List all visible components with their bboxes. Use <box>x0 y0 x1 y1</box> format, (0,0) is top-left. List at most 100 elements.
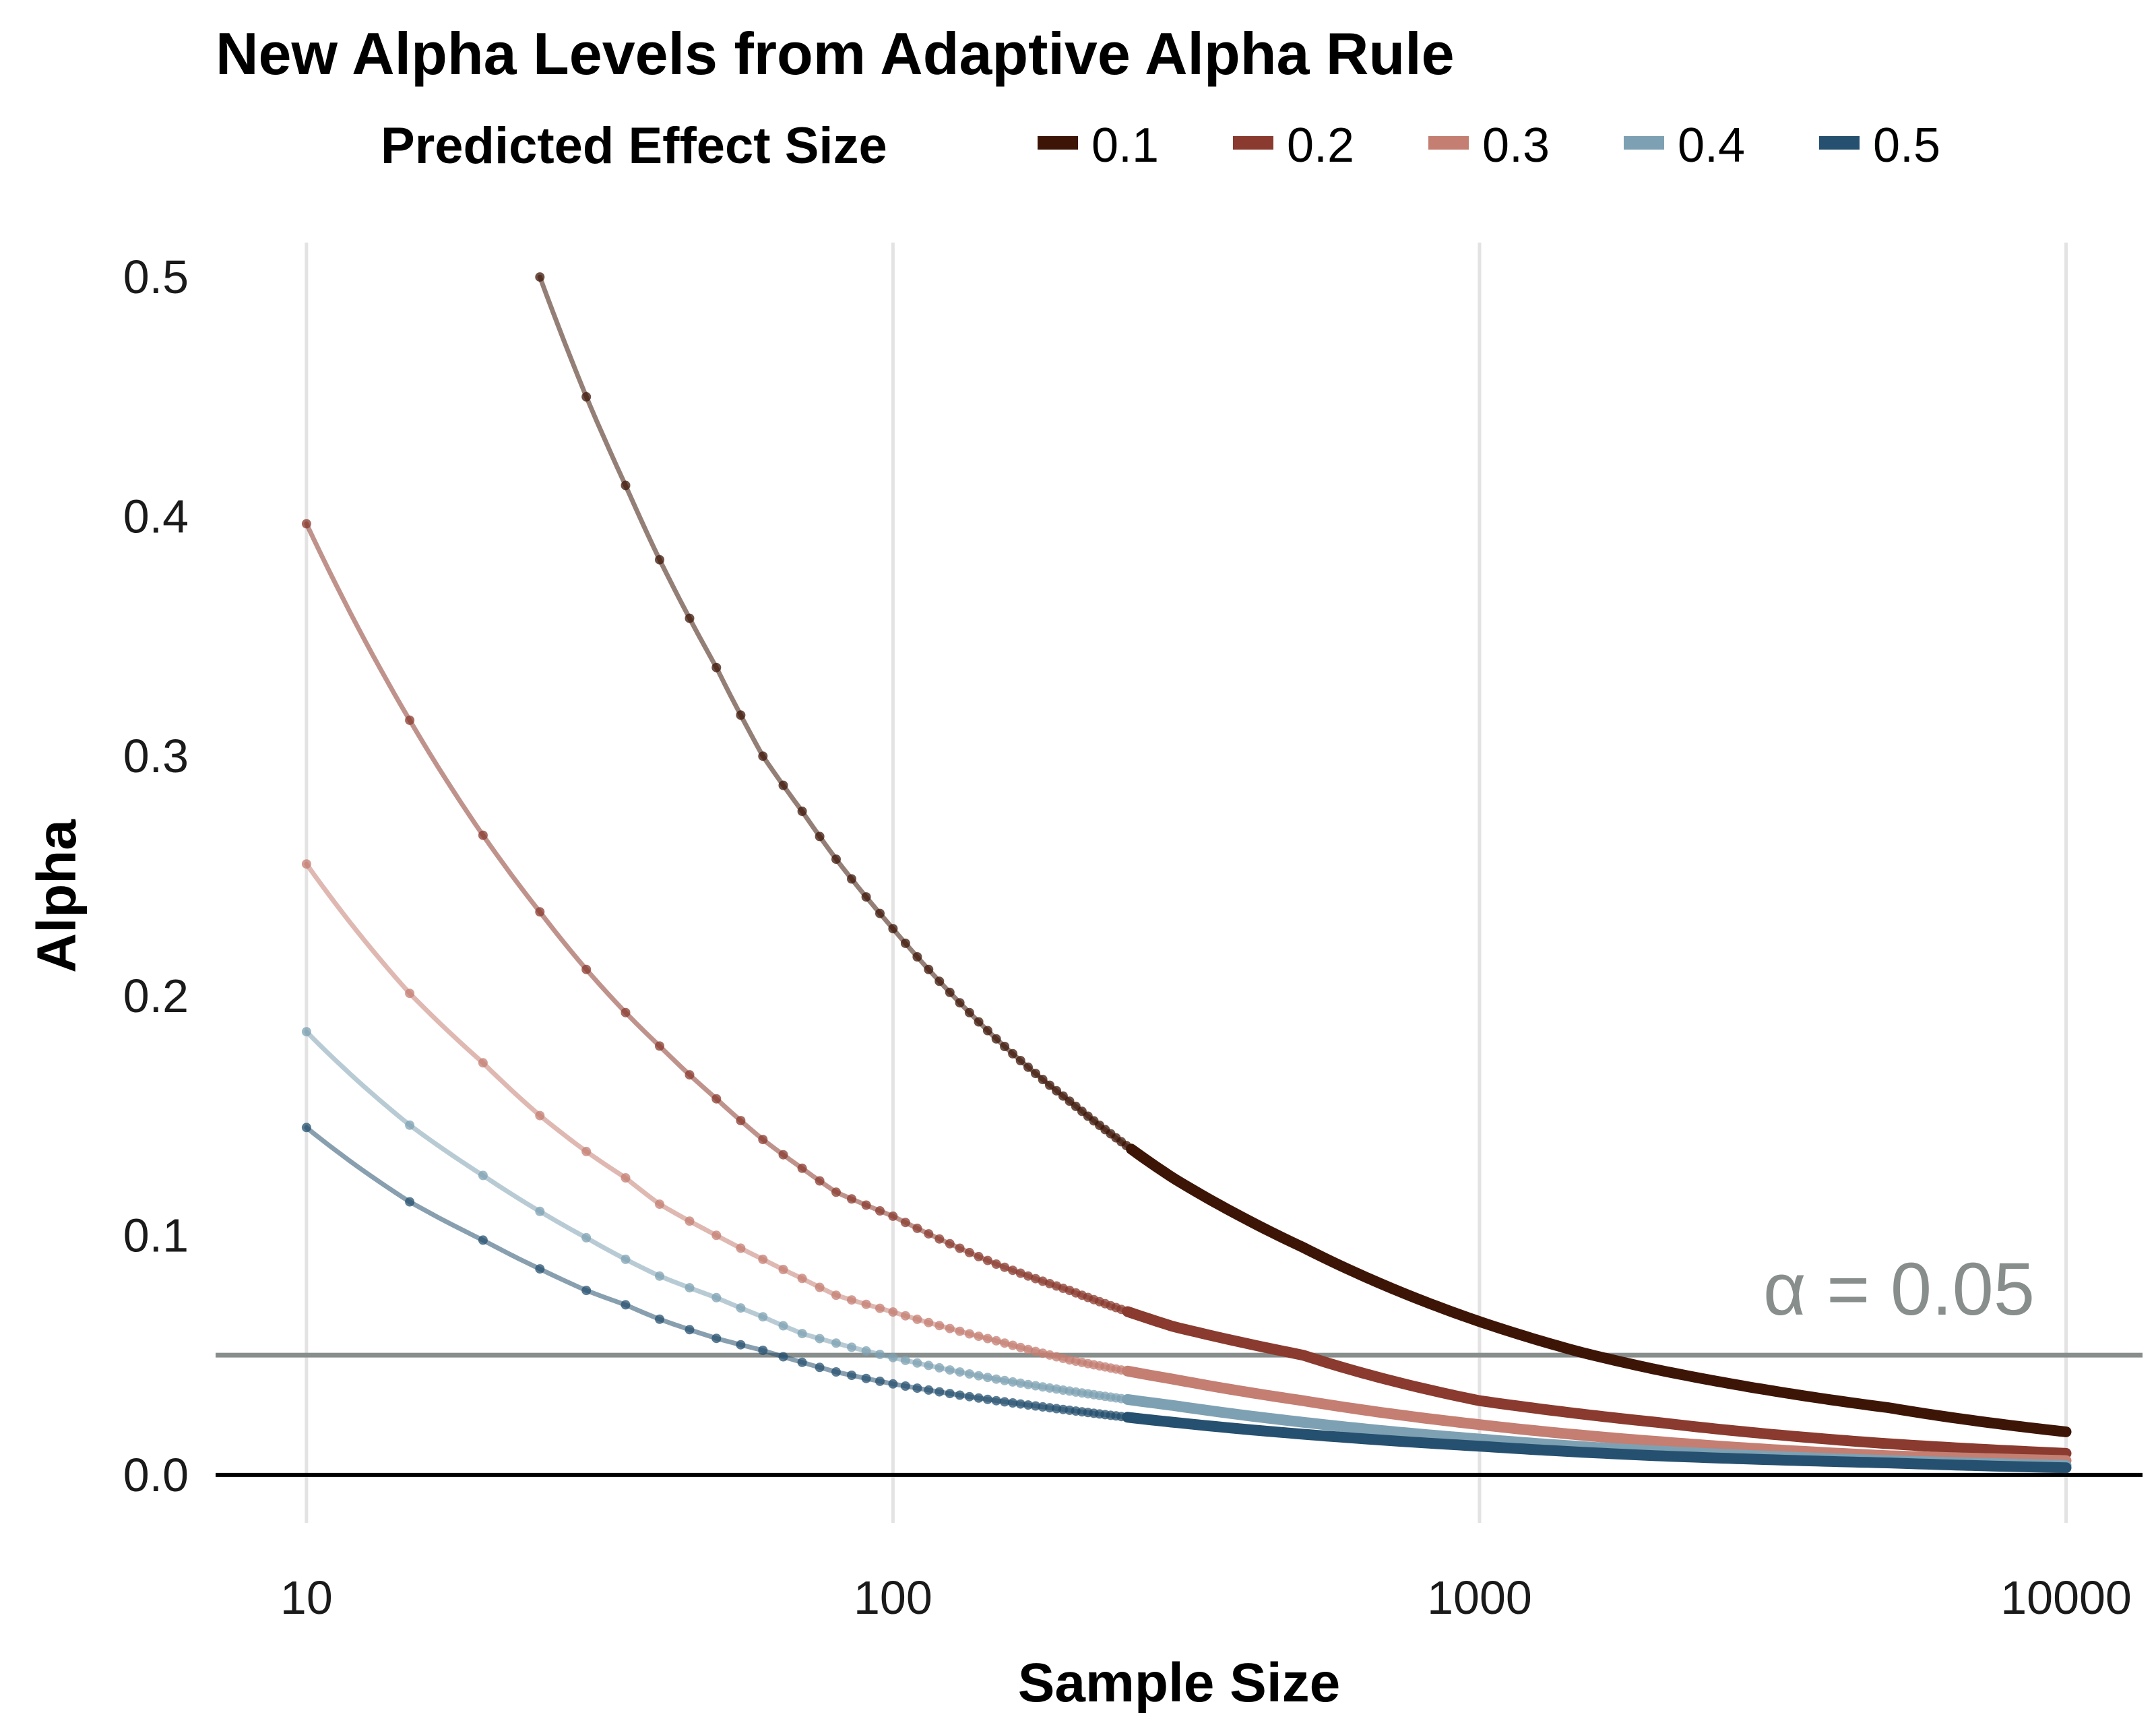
data-point <box>815 1334 825 1344</box>
data-point <box>991 1374 1001 1384</box>
data-point <box>991 1336 1001 1346</box>
data-point <box>1000 1375 1010 1385</box>
data-point <box>945 1389 955 1399</box>
data-point <box>1000 1338 1010 1348</box>
y-tick-label: 0.3 <box>123 730 189 782</box>
data-point <box>875 1206 885 1216</box>
data-point <box>478 1058 488 1068</box>
y-tick-label: 0.0 <box>123 1449 189 1501</box>
data-point <box>736 1116 746 1126</box>
data-point <box>912 952 922 962</box>
legend-item-0.3: 0.3 <box>1428 119 1550 172</box>
data-point <box>758 1135 768 1145</box>
data-point <box>1031 1346 1040 1356</box>
data-point <box>875 1350 885 1359</box>
data-point <box>1065 1096 1075 1106</box>
data-point <box>1015 1378 1025 1388</box>
data-point <box>1015 1342 1025 1352</box>
data-point <box>405 715 415 725</box>
data-point <box>1052 1086 1062 1096</box>
data-point <box>301 1027 311 1037</box>
data-point <box>815 1176 825 1186</box>
data-point <box>974 1331 984 1342</box>
data-point <box>982 1255 992 1265</box>
data-point <box>1031 1274 1040 1284</box>
data-point <box>758 1312 768 1322</box>
legend-label: 0.5 <box>1873 119 1940 172</box>
data-point <box>797 1357 807 1367</box>
data-point <box>778 1265 788 1274</box>
data-point <box>405 989 415 999</box>
data-point <box>888 1307 898 1317</box>
data-point <box>778 1352 788 1362</box>
data-point <box>955 998 965 1008</box>
data-point <box>934 976 945 986</box>
data-point <box>815 1282 825 1292</box>
data-point <box>535 1264 545 1274</box>
alpha-reference-label: α = 0.05 <box>1763 1248 2035 1331</box>
y-tick-label: 0.2 <box>123 970 189 1022</box>
data-point <box>982 1373 992 1383</box>
data-point <box>301 1123 311 1133</box>
data-point <box>934 1387 945 1397</box>
legend-label: 0.1 <box>1091 119 1159 172</box>
series-layer <box>301 272 2072 1474</box>
data-point <box>945 1365 955 1375</box>
data-point <box>900 1355 910 1365</box>
data-point <box>1008 1265 1018 1276</box>
legend-item-0.2: 0.2 <box>1233 119 1354 172</box>
y-tick-label: 0.1 <box>123 1209 189 1261</box>
data-point <box>478 1235 488 1245</box>
legend-title: Predicted Effect Size <box>381 117 887 175</box>
x-tick-label: 10000 <box>2000 1571 2132 1624</box>
data-point <box>1023 1379 1033 1389</box>
data-point <box>945 987 955 997</box>
data-point <box>1038 1075 1048 1084</box>
data-point <box>1045 1080 1054 1090</box>
data-point <box>831 1367 841 1377</box>
data-point <box>758 1254 768 1264</box>
data-point <box>1015 1056 1025 1065</box>
data-point <box>831 1290 841 1300</box>
data-point <box>831 854 841 865</box>
data-point <box>581 1146 592 1156</box>
data-point <box>982 1026 992 1036</box>
legend-label: 0.3 <box>1482 119 1550 172</box>
data-point <box>974 1251 984 1261</box>
data-point <box>955 1367 965 1377</box>
data-point <box>685 1070 695 1080</box>
data-point <box>581 1286 592 1296</box>
data-point <box>535 907 545 917</box>
data-point <box>535 1110 545 1121</box>
data-point <box>655 1314 664 1324</box>
data-point <box>815 1362 825 1373</box>
data-point <box>982 1334 992 1344</box>
data-point <box>736 1303 746 1313</box>
data-point <box>1008 1340 1018 1350</box>
data-point <box>1008 1048 1018 1059</box>
series-line-dense <box>1122 1306 2072 1459</box>
x-tick-label: 10 <box>280 1571 333 1624</box>
legend-label: 0.2 <box>1287 119 1354 172</box>
data-point <box>581 964 592 974</box>
data-point <box>1038 1382 1048 1392</box>
series-0.1 <box>535 272 2072 1437</box>
data-point <box>964 1369 974 1379</box>
chart-title: New Alpha Levels from Adaptive Alpha Rul… <box>216 20 1455 87</box>
data-point <box>1008 1377 1018 1387</box>
data-point <box>974 1017 984 1027</box>
data-point <box>301 519 311 529</box>
data-point <box>1015 1268 1025 1278</box>
data-point <box>1023 1400 1033 1410</box>
data-point <box>955 1326 965 1336</box>
y-axis-title: Alpha <box>26 819 88 973</box>
data-point <box>655 1199 664 1210</box>
data-point <box>974 1371 984 1381</box>
data-point <box>974 1393 984 1403</box>
data-point <box>924 1385 934 1395</box>
data-point <box>1000 1397 1010 1407</box>
data-point <box>847 1295 856 1305</box>
data-point <box>847 1371 856 1380</box>
data-point <box>847 874 856 884</box>
